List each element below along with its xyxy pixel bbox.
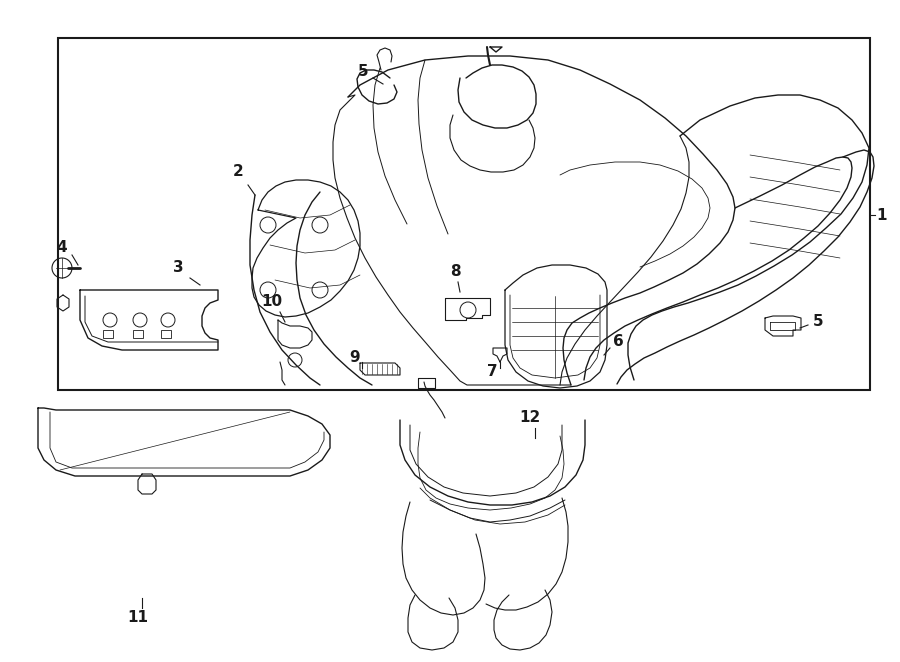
Text: 4: 4: [57, 240, 68, 256]
Text: 11: 11: [128, 610, 148, 626]
Text: 1: 1: [877, 207, 887, 222]
Bar: [103, 330, 113, 338]
Text: 5: 5: [813, 314, 824, 330]
Text: 12: 12: [519, 410, 541, 426]
Text: 8: 8: [450, 265, 460, 279]
Text: 2: 2: [232, 164, 243, 179]
Text: 5: 5: [357, 64, 368, 79]
Text: 6: 6: [613, 334, 624, 350]
Bar: [161, 330, 171, 338]
Bar: [133, 330, 143, 338]
Text: 3: 3: [173, 261, 184, 275]
Text: 7: 7: [487, 365, 498, 379]
Text: 9: 9: [350, 350, 360, 365]
Bar: [58, 38, 870, 390]
Text: 10: 10: [261, 295, 283, 310]
